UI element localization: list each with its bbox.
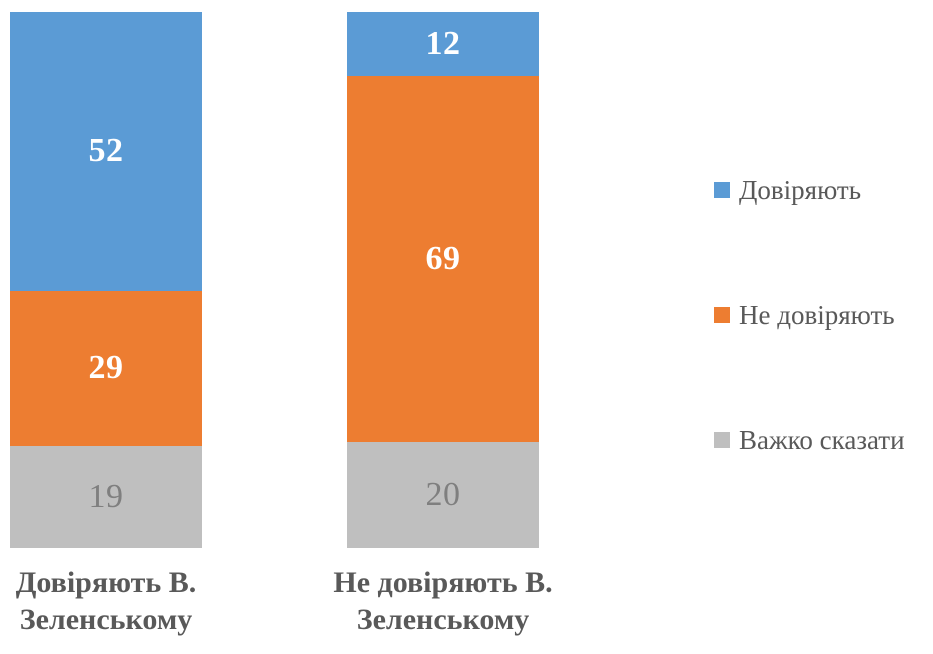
legend-swatch-gray-icon — [714, 432, 730, 448]
legend-swatch-orange-icon — [714, 307, 730, 323]
category-label-trust: Довіряють В. Зеленському — [15, 566, 197, 636]
legend-item-hard-to-say: Важко сказати — [714, 420, 905, 460]
legend-swatch-blue-icon — [714, 182, 730, 198]
segment-hard-to-say: 20 — [347, 441, 539, 548]
segment-hard-to-say: 19 — [10, 446, 202, 548]
legend-item-trust: Довіряють — [714, 170, 861, 210]
category-label-distrust: Не довіряють В. Зеленському — [333, 566, 553, 636]
data-label: 52 — [88, 132, 124, 170]
data-label: 69 — [425, 239, 461, 277]
segment-trust: 12 — [347, 12, 539, 76]
legend-label: Важко сказати — [739, 424, 905, 455]
data-label: 29 — [88, 349, 124, 387]
data-label: 20 — [425, 475, 461, 513]
bar-trust-zelensky: 52 29 19 — [10, 12, 202, 548]
segment-distrust: 69 — [347, 75, 539, 442]
legend-label: Довіряють — [739, 174, 862, 205]
data-label: 19 — [88, 478, 124, 516]
segment-trust: 52 — [10, 12, 202, 291]
segment-distrust: 29 — [10, 290, 202, 447]
bar-distrust-zelensky: 12 69 20 — [347, 12, 539, 548]
data-label: 12 — [425, 24, 461, 62]
legend-item-distrust: Не довіряють — [714, 295, 895, 335]
legend-label: Не довіряють — [739, 299, 895, 330]
